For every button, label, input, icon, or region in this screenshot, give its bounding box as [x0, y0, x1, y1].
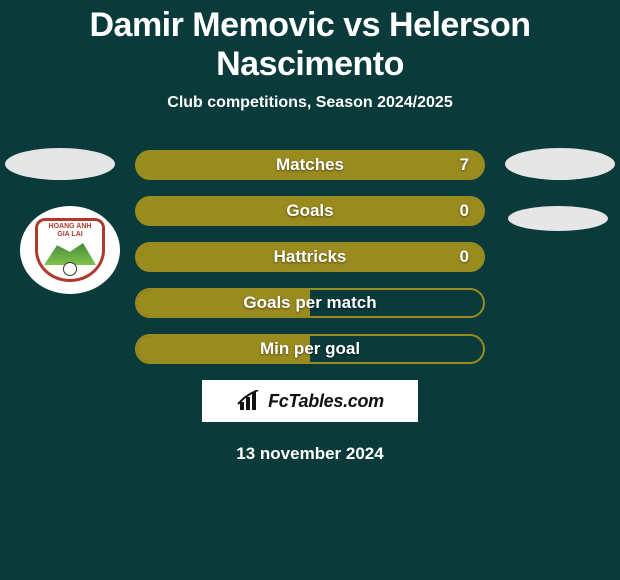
page-title: Damir Memovic vs Helerson Nascimento: [0, 0, 620, 84]
date-text: 13 november 2024: [0, 444, 620, 464]
stat-bar: Matches7: [135, 150, 485, 180]
crest-ball-icon: [63, 262, 77, 276]
stat-bar: Goals per match: [135, 288, 485, 318]
stat-label: Goals: [137, 201, 483, 221]
stat-label: Min per goal: [137, 339, 483, 359]
crest-shield-icon: HOANG ANHGIA LAI: [35, 218, 105, 282]
brand-text: FcTables.com: [268, 391, 384, 412]
club-left-crest: HOANG ANHGIA LAI: [20, 206, 120, 294]
player-left-placeholder: [5, 148, 115, 180]
stat-bar: Goals0: [135, 196, 485, 226]
stat-label: Hattricks: [137, 247, 483, 267]
brand-box: FcTables.com: [202, 380, 418, 422]
player-right-placeholder: [505, 148, 615, 180]
crest-top-text: HOANG ANHGIA LAI: [38, 223, 102, 239]
stat-bar: Min per goal: [135, 334, 485, 364]
stat-value: 0: [460, 201, 469, 221]
stat-label: Matches: [137, 155, 483, 175]
comparison-stage: HOANG ANHGIA LAI Matches7Goals0Hattricks…: [0, 150, 620, 464]
brand-chart-icon: [236, 390, 262, 412]
stat-value: 0: [460, 247, 469, 267]
club-right-placeholder: [508, 206, 608, 231]
stat-bars: Matches7Goals0Hattricks0Goals per matchM…: [135, 150, 485, 364]
stat-bar: Hattricks0: [135, 242, 485, 272]
stat-value: 7: [460, 155, 469, 175]
subtitle: Club competitions, Season 2024/2025: [0, 94, 620, 112]
stat-label: Goals per match: [137, 293, 483, 313]
